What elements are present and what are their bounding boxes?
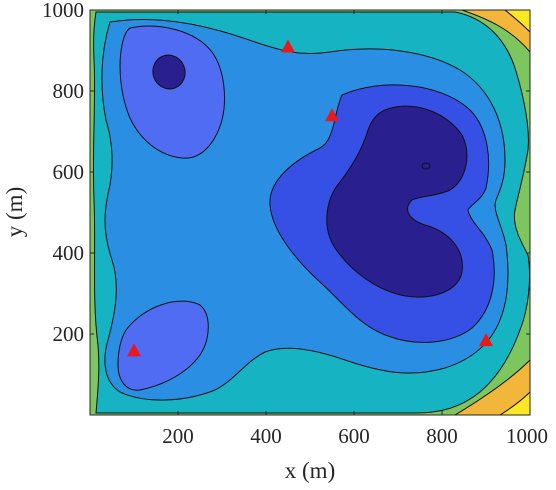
marker-layer	[127, 39, 493, 357]
x-tick-label: 600	[338, 424, 370, 448]
contour-core-top-left	[152, 54, 186, 90]
axes-frame	[89, 9, 531, 416]
contour-core-right	[326, 105, 468, 298]
y-axis-label: y (m)	[2, 187, 27, 237]
triangle-marker-4	[479, 333, 493, 347]
contour-level-blue-bottom-left	[117, 300, 209, 391]
contour-plot-area	[90, 10, 530, 415]
contour-corner-bottom-right-yellow	[499, 391, 530, 415]
y-tick-label: 800	[53, 79, 85, 103]
y-axis-ticks: 200 400 600 800 1000	[42, 0, 530, 346]
triangle-marker-1	[127, 343, 141, 357]
y-tick-label: 600	[53, 160, 85, 184]
x-tick-label: 200	[162, 424, 194, 448]
x-axis-label: x (m)	[285, 458, 335, 483]
y-tick-label: 200	[53, 322, 85, 346]
x-axis-ticks: 200 400 600 800 1000	[162, 10, 548, 448]
contour-local-minimum	[421, 162, 431, 170]
x-tick-label: 1000	[506, 424, 548, 448]
triangle-marker-3	[325, 108, 339, 122]
x-tick-label: 800	[426, 424, 458, 448]
x-tick-label: 400	[250, 424, 282, 448]
y-tick-label: 400	[53, 241, 85, 265]
contour-corner-top-right-yellow	[504, 10, 530, 33]
triangle-marker-2	[281, 39, 295, 53]
y-tick-label: 1000	[42, 0, 84, 22]
contour-level-blue-top-left	[119, 25, 226, 159]
